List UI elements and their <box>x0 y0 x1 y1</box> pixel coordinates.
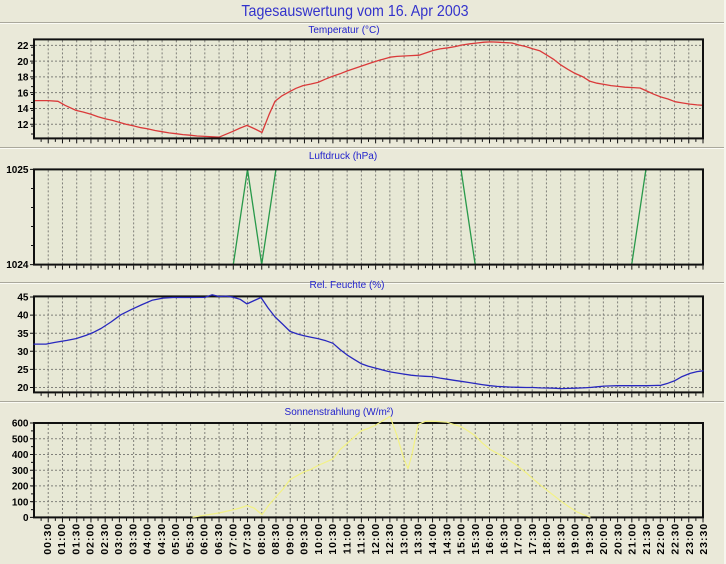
svg-text:01:30: 01:30 <box>70 523 82 555</box>
svg-text:30: 30 <box>17 347 29 358</box>
svg-text:17:30: 17:30 <box>527 523 539 555</box>
svg-text:1024: 1024 <box>6 260 29 271</box>
svg-text:22:30: 22:30 <box>670 523 682 555</box>
svg-text:19:00: 19:00 <box>570 523 582 555</box>
svg-text:18:00: 18:00 <box>541 523 553 555</box>
svg-text:10:30: 10:30 <box>327 523 339 555</box>
svg-text:100: 100 <box>12 497 29 508</box>
svg-text:08:30: 08:30 <box>270 523 282 555</box>
svg-text:13:30: 13:30 <box>413 523 425 555</box>
svg-text:14:00: 14:00 <box>427 523 439 555</box>
svg-text:16:30: 16:30 <box>498 523 510 555</box>
svg-text:05:00: 05:00 <box>170 523 182 555</box>
svg-text:20: 20 <box>17 383 29 394</box>
svg-text:01:00: 01:00 <box>56 523 68 555</box>
svg-text:11:00: 11:00 <box>341 523 353 554</box>
svg-text:15:30: 15:30 <box>470 523 482 555</box>
svg-text:06:00: 06:00 <box>199 523 211 555</box>
svg-text:14:30: 14:30 <box>441 523 453 555</box>
svg-text:22:00: 22:00 <box>655 523 667 555</box>
svg-text:03:00: 03:00 <box>113 523 125 555</box>
svg-text:25: 25 <box>17 365 29 376</box>
svg-text:09:00: 09:00 <box>284 523 296 555</box>
svg-text:10:00: 10:00 <box>313 523 325 555</box>
svg-text:23:30: 23:30 <box>698 523 710 555</box>
svg-text:23:00: 23:00 <box>684 523 696 555</box>
svg-text:18:30: 18:30 <box>555 523 567 555</box>
svg-text:22: 22 <box>17 41 29 52</box>
svg-text:20:30: 20:30 <box>612 523 624 555</box>
svg-text:16: 16 <box>17 88 29 99</box>
svg-text:15:00: 15:00 <box>456 523 468 555</box>
svg-text:20: 20 <box>17 57 29 68</box>
svg-text:200: 200 <box>12 482 29 493</box>
svg-text:12: 12 <box>17 120 29 131</box>
svg-text:18: 18 <box>17 73 29 84</box>
svg-text:04:30: 04:30 <box>156 523 168 555</box>
svg-text:12:30: 12:30 <box>384 523 396 555</box>
svg-text:14: 14 <box>17 104 29 115</box>
svg-text:08:00: 08:00 <box>256 523 268 555</box>
svg-text:35: 35 <box>17 329 29 340</box>
svg-text:07:00: 07:00 <box>227 523 239 555</box>
svg-text:21:30: 21:30 <box>641 523 653 555</box>
svg-text:03:30: 03:30 <box>127 523 139 555</box>
svg-text:00:30: 00:30 <box>42 523 54 555</box>
svg-text:40: 40 <box>17 311 29 322</box>
svg-text:19:30: 19:30 <box>584 523 596 555</box>
svg-text:45: 45 <box>17 293 29 304</box>
svg-text:11:30: 11:30 <box>356 523 368 554</box>
svg-text:0: 0 <box>23 513 29 524</box>
svg-text:21:00: 21:00 <box>627 523 639 555</box>
svg-text:300: 300 <box>12 466 29 477</box>
svg-text:400: 400 <box>12 450 29 461</box>
svg-text:04:00: 04:00 <box>142 523 154 555</box>
svg-text:17:00: 17:00 <box>513 523 525 555</box>
svg-text:02:00: 02:00 <box>85 523 97 555</box>
svg-text:06:30: 06:30 <box>213 523 225 555</box>
svg-text:1025: 1025 <box>6 165 29 176</box>
svg-text:20:00: 20:00 <box>598 523 610 555</box>
svg-text:500: 500 <box>12 434 29 445</box>
svg-text:05:30: 05:30 <box>184 523 196 555</box>
svg-text:07:30: 07:30 <box>242 523 254 555</box>
svg-text:09:30: 09:30 <box>299 523 311 555</box>
svg-text:600: 600 <box>12 419 29 430</box>
svg-text:16:00: 16:00 <box>484 523 496 555</box>
svg-text:12:00: 12:00 <box>370 523 382 555</box>
svg-text:13:00: 13:00 <box>398 523 410 555</box>
svg-text:02:30: 02:30 <box>99 523 111 555</box>
